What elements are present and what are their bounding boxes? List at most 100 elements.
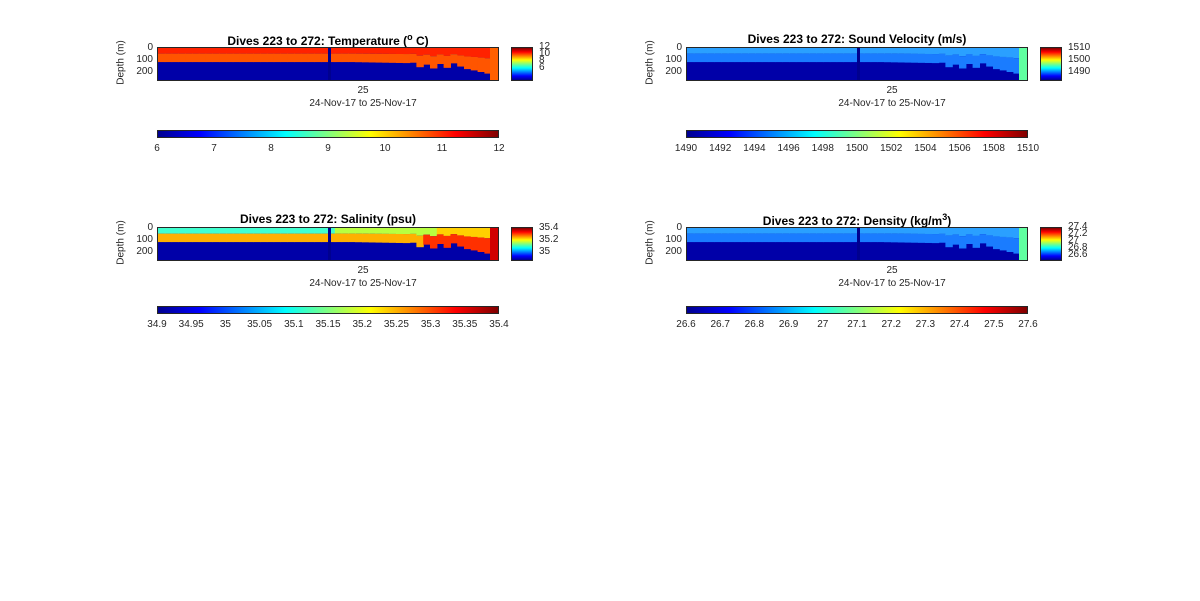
colorbar-tick-label: 27.4 (949, 319, 970, 330)
heatmap-cell (341, 48, 349, 54)
colorbar-tick-label: 1492 (709, 143, 732, 154)
heatmap-cell (993, 228, 1001, 237)
heatmap-cell (721, 53, 729, 63)
heatmap-cell (287, 228, 295, 234)
heatmap-cell (158, 53, 166, 63)
heatmap-cell (260, 228, 268, 234)
x-axis-label: 24-Nov-17 to 25-Nov-17 (309, 98, 417, 109)
heatmap-cell (382, 53, 390, 63)
heatmap-cell (721, 228, 729, 234)
colorbar-tick-label: 12 (493, 143, 505, 154)
y-tick-label: 0 (676, 42, 682, 53)
colorbar-tick-label: 8 (268, 143, 274, 154)
heatmap-cell (436, 54, 445, 64)
heatmap-cell (375, 48, 383, 54)
heatmap-cell (775, 233, 783, 243)
heatmap-cell (952, 234, 960, 245)
heatmap-cell (775, 48, 783, 54)
colorbar-tick-label: 1504 (914, 143, 937, 154)
heatmap-cell (700, 228, 708, 234)
heatmap-cell (382, 228, 390, 234)
heatmap-cell (389, 228, 397, 234)
heatmap-cell (178, 48, 186, 54)
colorbar-tick-label: 6 (154, 143, 160, 154)
heatmap-cell (972, 235, 980, 248)
heatmap-cell (355, 48, 363, 54)
heatmap-cell (700, 53, 708, 63)
y-tick-label: 0 (676, 222, 682, 233)
heatmap-cell (355, 53, 363, 63)
heatmap-cell (843, 228, 851, 234)
heatmap-cell (436, 228, 445, 235)
heatmap-cell (863, 228, 872, 234)
heatmap-cell (904, 228, 912, 234)
side-colorbar-tick: 35.2 (539, 234, 559, 245)
heatmap-cell (375, 228, 383, 234)
heatmap-cell (464, 228, 472, 237)
heatmap-cell (986, 235, 994, 247)
heatmap-cell (402, 54, 411, 64)
heatmap-cell (328, 48, 336, 54)
heatmap-cell (721, 233, 729, 243)
heatmap-cell (700, 48, 708, 54)
data-gap-column (328, 48, 331, 80)
heatmap-cell (999, 56, 1008, 71)
heatmap-cell (829, 48, 838, 54)
side-colorbar (511, 47, 533, 81)
heatmap-cell (748, 53, 756, 63)
heatmap-cell (457, 228, 465, 236)
heatmap-cell (972, 48, 980, 56)
heatmap-cell (707, 233, 715, 243)
heatmap-cell (164, 233, 173, 243)
heatmap-cell (266, 228, 275, 234)
y-tick-label: 100 (665, 54, 682, 65)
heatmap-cell (321, 228, 329, 234)
heatmap-cell (341, 233, 349, 243)
heatmap-cell (993, 56, 1001, 70)
heatmap-cell (368, 48, 377, 54)
heatmap-cell (938, 48, 946, 54)
side-colorbar-tick: 8 (539, 55, 545, 66)
heatmap-cell (850, 233, 858, 243)
heatmap-cell (795, 53, 804, 63)
colorbar-tick-label: 27.1 (847, 319, 867, 330)
heatmap-cell (795, 228, 804, 234)
heatmap-cell (171, 228, 179, 234)
heatmap-cell (782, 48, 790, 54)
heatmap-cell (979, 54, 987, 64)
heatmap-cell (925, 233, 933, 243)
heatmap-cell (884, 53, 892, 63)
heatmap-cell (328, 228, 336, 234)
heatmap-cell (273, 233, 281, 243)
heatmap-cell (823, 48, 831, 54)
heatmap-cell (450, 54, 458, 64)
heatmap-cell (1006, 57, 1014, 72)
heatmap-cell (863, 48, 872, 54)
heatmap-plot-area (157, 227, 499, 261)
heatmap-cell (396, 233, 404, 243)
heatmap-cell (904, 53, 912, 63)
heatmap-cell (158, 228, 166, 234)
colorbar-tick-label: 35.2 (352, 319, 372, 330)
heatmap-cell (959, 48, 967, 57)
heatmap-cell (938, 228, 946, 234)
side-colorbar-tick: 35.4 (539, 222, 559, 233)
heatmap-cell (341, 53, 349, 63)
heatmap-cell (450, 48, 458, 55)
heatmap-cell (843, 233, 851, 243)
colorbar-tick-label: 11 (436, 143, 448, 154)
data-gap-column (857, 48, 860, 80)
heatmap-cell (734, 228, 742, 234)
heatmap-cell (409, 228, 417, 234)
heatmap-cell (402, 228, 411, 235)
heatmap-cell (823, 233, 831, 243)
heatmap-cell (823, 228, 831, 234)
chart-title: Dives 223 to 272: Density (kg/m3) (763, 212, 951, 228)
y-tick-label: 100 (665, 234, 682, 245)
heatmap-cell (273, 228, 281, 234)
heatmap-cell (457, 55, 465, 67)
side-colorbar-tick: 26.6 (1068, 249, 1088, 260)
colorbar-tick-label: 1508 (982, 143, 1005, 154)
heatmap-cell (484, 48, 492, 59)
colorbar-tick-label: 27.2 (881, 319, 901, 330)
